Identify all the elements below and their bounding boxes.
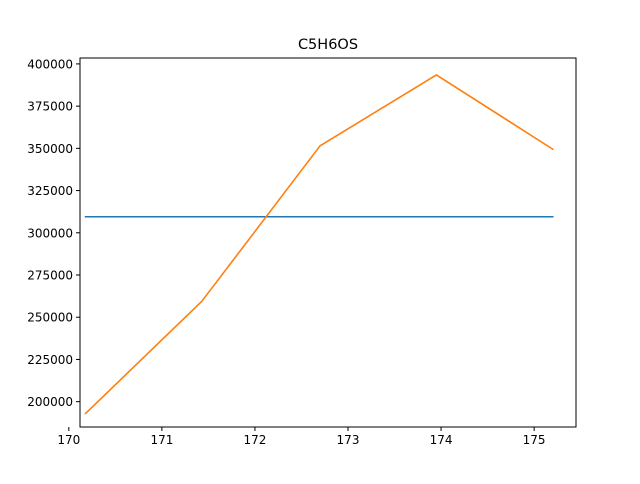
x-tick-label: 172 (243, 433, 266, 447)
y-tick-label: 325000 (27, 184, 73, 198)
y-tick-label: 300000 (27, 226, 73, 240)
y-tick-label: 275000 (27, 269, 73, 283)
y-tick-label: 350000 (27, 142, 73, 156)
y-tick-label: 225000 (27, 353, 73, 367)
y-tick-label: 375000 (27, 100, 73, 114)
y-tick-label: 250000 (27, 311, 73, 325)
x-tick-label: 170 (57, 433, 80, 447)
x-tick-label: 175 (523, 433, 546, 447)
x-tick-label: 173 (337, 433, 360, 447)
x-tick-label: 171 (150, 433, 173, 447)
y-tick-label: 400000 (27, 57, 73, 71)
y-tick-label: 200000 (27, 395, 73, 409)
series-line-2 (84, 74, 554, 415)
x-tick-label: 174 (430, 433, 453, 447)
series-lines (84, 74, 554, 415)
plot-frame (79, 57, 577, 428)
axes: 170 171 172 173 174 175 200000 225000 250000 2750… (27, 57, 545, 447)
chart-title: C5H6OS (298, 37, 358, 53)
